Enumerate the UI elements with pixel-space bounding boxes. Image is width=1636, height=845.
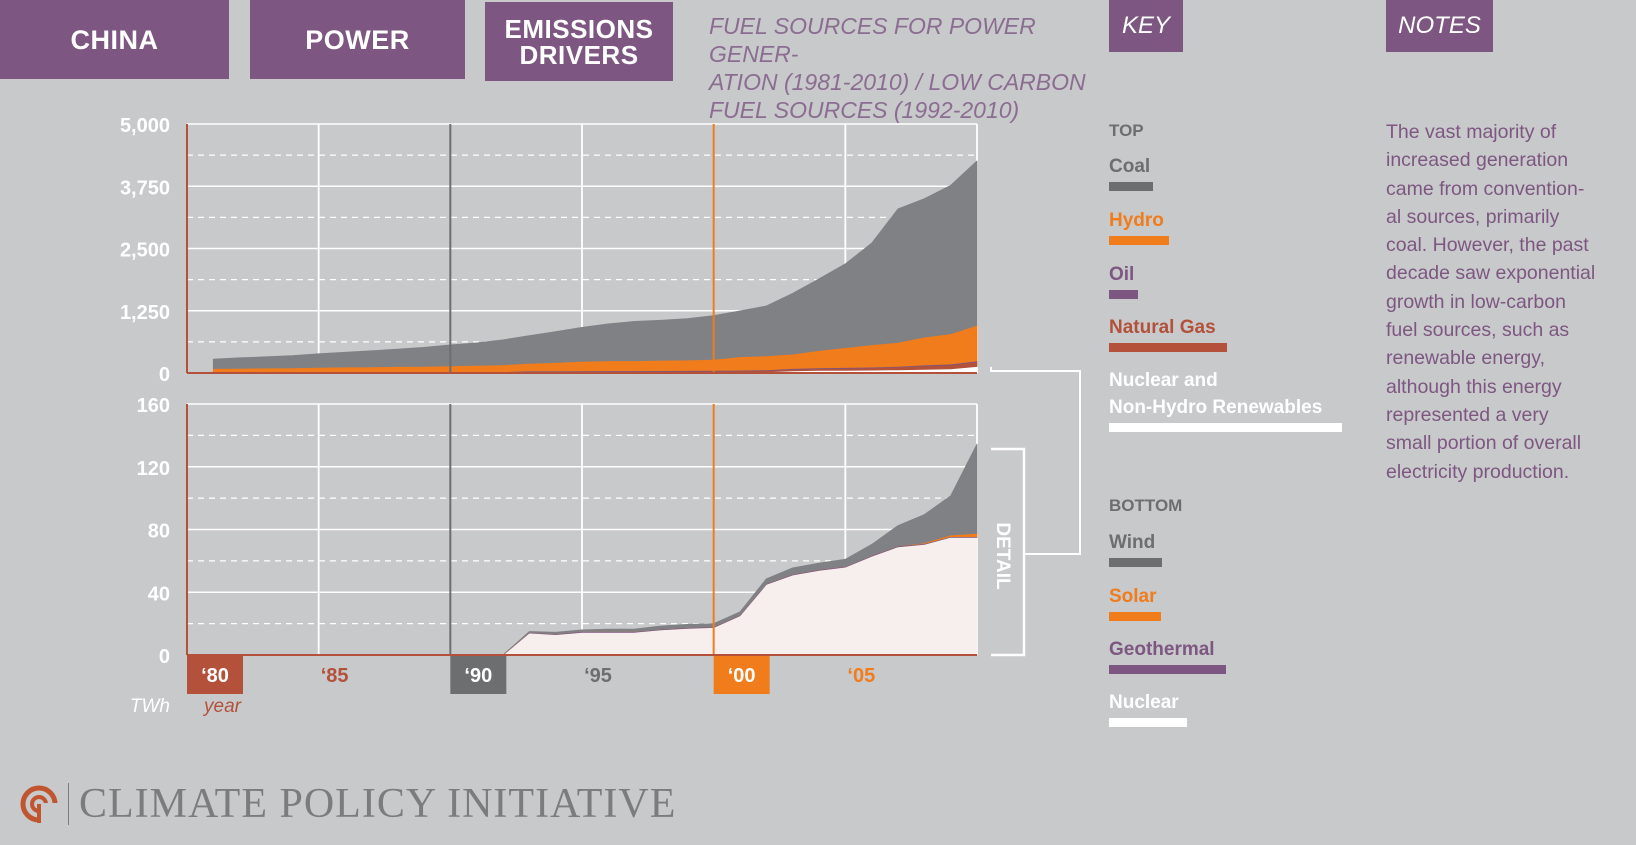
legend-heading-bottom: BOTTOM [1109,496,1183,515]
area-series-coal [212,160,978,369]
subtitle-line: FUEL SOURCES (1992-2010) [709,97,1020,123]
legend-swatch-coal [1109,182,1153,191]
legend-label: Wind [1109,532,1156,553]
x-tick-label: ‘05 [847,665,875,687]
legend-label: Non-Hydro Renewables [1109,397,1323,418]
x-tick-label: ‘95 [584,665,612,687]
tab-emissions-drivers[interactable]: EMISSIONS DRIVERS [485,2,673,81]
y-tick-label: 160 [137,395,170,417]
footer-divider [68,783,69,825]
legend-item-wind: Wind [1109,529,1162,567]
tab-sector[interactable]: POWER [250,0,465,79]
x-tick-label: ‘00 [728,665,756,687]
x-tick-box [450,656,507,694]
y-tick-label: 0 [159,646,170,668]
legend-label: Coal [1109,156,1151,177]
legend-item-nuclear: Nuclear [1109,689,1187,727]
notes-line: although this energy [1386,375,1562,398]
legend-label: Solar [1109,586,1157,607]
tab-drivers-label-line1: EMISSIONS [504,13,654,44]
notes-line: The vast majority of [1386,121,1557,143]
x-tick-box [713,656,770,694]
legend-label: Geothermal [1109,639,1215,660]
tab-key[interactable]: KEY [1109,0,1183,52]
notes-line: growth in low-carbon [1386,290,1566,313]
fuel-sources-chart: 5,000 3,750 2,500 1,250 0 160 120 80 40 0 ‘80 ‘85 ‘9… [120,115,1081,717]
legend-item-coal: Coal [1109,153,1153,191]
legend-label: Nuclear [1109,692,1179,713]
tab-country-label: CHINA [70,24,159,55]
notes-line: increased generation [1386,149,1569,172]
detail-annotation: DETAIL [992,522,1013,590]
legend-swatch-nuclear-renewables [1109,423,1342,432]
legend-heading-top: TOP [1109,121,1144,140]
notes-line: renewable energy, [1386,347,1545,370]
tab-sector-label: POWER [305,24,410,55]
notes-text: The vast majority of increased generation… [1386,118,1616,486]
legend-swatch-natural-gas [1109,343,1227,352]
y-axis-unit-label: TWh [130,696,170,717]
y-tick-label: 40 [148,583,170,605]
legend-swatch-nuclear [1109,718,1187,727]
y-tick-label: 0 [159,364,170,386]
subtitle-line: FUEL SOURCES FOR POWER GENER- [709,13,1036,67]
notes-line: fuel sources, such as [1386,319,1570,342]
y-tick-label: 120 [137,458,170,480]
y-tick-label: 80 [148,521,170,543]
y-tick-label: 1,250 [120,302,170,324]
chart-subtitle: FUEL SOURCES FOR POWER GENER- ATION (198… [709,12,1099,124]
footer-brand-name: CLIMATE POLICY INITIATIVE [79,781,677,827]
legend-item-geothermal: Geothermal [1109,636,1226,674]
legend-swatch-wind [1109,558,1162,567]
tab-drivers-label-line2: DRIVERS [519,39,639,70]
legend-item-oil: Oil [1109,261,1138,299]
detail-connector-line [990,367,1081,555]
x-tick-label: ‘90 [464,665,492,687]
legend-item-solar: Solar [1109,583,1161,621]
legend-label: Natural Gas [1109,317,1216,338]
climate-policy-initiative-logo-icon [20,785,60,825]
notes-line: decade saw exponential [1386,262,1596,285]
legend-label: Hydro [1109,210,1164,231]
x-tick-label: ‘85 [321,665,349,687]
subtitle-line: ATION (1981-2010) / LOW CARBON [709,69,1086,95]
notes-line: coal. However, the past [1386,234,1589,257]
y-tick-label: 2,500 [120,240,170,262]
notes-line: al sources, primarily [1386,205,1560,228]
legend-item-hydro: Hydro [1109,207,1169,245]
notes-line: electricity production. [1386,460,1570,483]
legend-swatch-solar [1109,612,1161,621]
legend-swatch-oil [1109,290,1138,299]
tab-notes-label: NOTES [1398,12,1481,39]
y-tick-label: 5,000 [120,115,170,137]
tab-country[interactable]: CHINA [0,0,229,79]
footer-brand: CLIMATE POLICY INITIATIVE [18,780,676,828]
legend-item-natural-gas: Natural Gas [1109,314,1227,352]
tab-key-label: KEY [1121,12,1171,39]
tab-notes[interactable]: NOTES [1386,0,1493,52]
y-tick-label: 3,750 [120,177,170,199]
notes-line: represented a very [1386,403,1549,426]
detail-bracket [991,447,1026,657]
notes-line: came from convention- [1386,177,1585,200]
notes-line: small portion of overall [1386,432,1582,455]
legend-swatch-geothermal [1109,665,1226,674]
x-tick-box [187,656,243,694]
area-series-wind [186,443,978,656]
x-tick-label: ‘80 [201,665,229,687]
legend-item-nuclear-renewables: Nuclear and Non-Hydro Renewables [1109,367,1342,432]
x-axis-label: year [202,696,242,717]
legend-label: Nuclear and [1109,370,1218,391]
legend-label: Oil [1109,264,1135,285]
legend-swatch-hydro [1109,236,1169,245]
